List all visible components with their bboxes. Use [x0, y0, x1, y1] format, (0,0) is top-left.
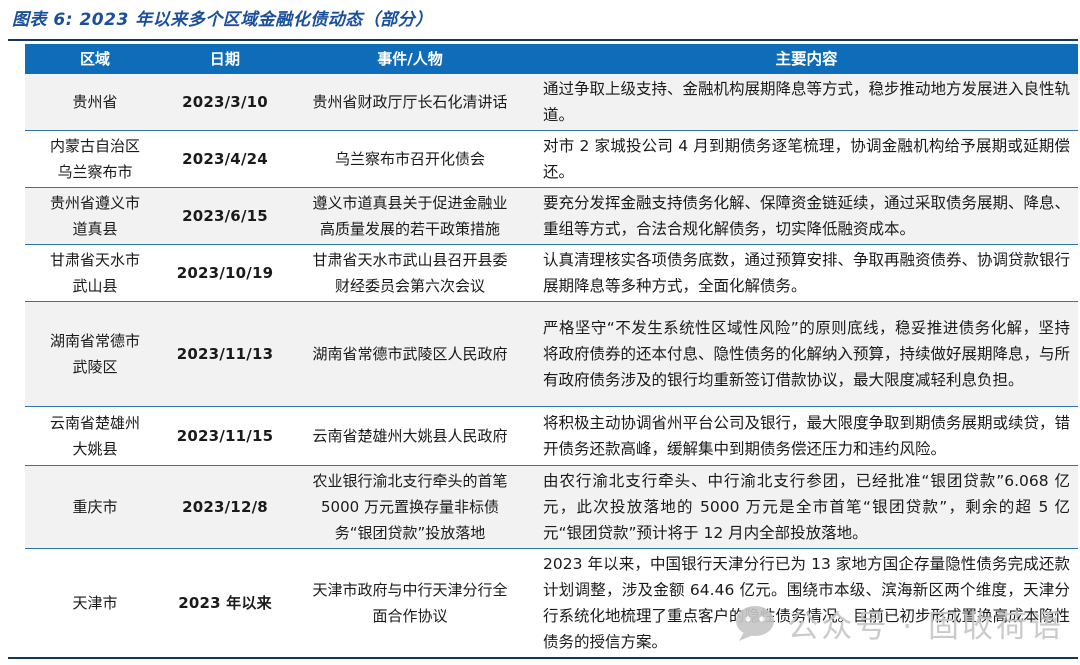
table-row: 贵州省 2023/3/10 贵州省财政厅厅长石化清讲话 通过争取上级支持、金融机…: [25, 74, 1078, 130]
report-figure-page: 图表 6: 2023 年以来多个区域金融化债动态（部分） 区域 日期 事件/人物…: [0, 5, 1080, 665]
region-cell: 天津市: [72, 594, 118, 612]
region-cell: 贵州省遵义市道真县: [49, 194, 140, 238]
table-row: 重庆市 2023/12/8 农业银行渝北支行牵头的首笔 5000 万元置换存量非…: [25, 465, 1078, 548]
region-cell: 云南省楚雄州大姚县: [49, 414, 140, 458]
debt-resolution-table: 区域 日期 事件/人物 主要内容 贵州省 2023/3/10 贵州省财政厅厅长石…: [25, 44, 1078, 657]
header-content: 主要内容: [775, 50, 838, 68]
date-cell: 2023/4/24: [182, 150, 268, 168]
event-cell: 天津市政府与中行天津分行全面合作协议: [312, 581, 508, 625]
date-cell: 2023/11/15: [176, 427, 274, 445]
region-cell: 内蒙古自治区乌兰察布市: [49, 137, 140, 181]
table-row: 甘肃省天水市武山县 2023/10/19 甘肃省天水市武山县召开县委财经委员会第…: [25, 244, 1078, 301]
table-row: 天津市 2023 年以来 天津市政府与中行天津分行全面合作协议 2023 年以来…: [25, 548, 1078, 657]
event-cell: 乌兰察布市召开化债会: [334, 150, 485, 168]
date-cell: 2023/10/19: [176, 264, 274, 282]
figure-title: 图表 6: 2023 年以来多个区域金融化债动态（部分）: [12, 10, 433, 30]
date-cell: 2023/11/13: [176, 345, 274, 363]
content-cell: 对市 2 家城投公司 4 月到期债务逐笔梳理，协调金融机构给予展期或延期偿还。: [543, 137, 1070, 181]
content-cell: 要充分发挥金融支持债务化解、保障资金链延续，通过采取债务展期、降息、重组等方式，…: [543, 194, 1071, 238]
event-cell: 遵义市道真县关于促进金融业高质量发展的若干政策措施: [312, 194, 508, 238]
region-cell: 甘肃省天水市武山县: [49, 251, 140, 295]
header-date: 日期: [209, 50, 241, 68]
event-cell: 农业银行渝北支行牵头的首笔 5000 万元置换存量非标债务“银团贷款”投放落地: [312, 472, 508, 542]
region-cell: 贵州省: [72, 93, 118, 111]
event-cell: 湖南省常德市武陵区人民政府: [312, 345, 508, 363]
date-cell: 2023/3/10: [182, 93, 268, 111]
content-cell: 2023 年以来，中国银行天津分行已为 13 家地方国企存量隐性债务完成还款计划…: [543, 555, 1071, 651]
content-cell: 由农行渝北支行牵头、中行渝北支行参团，已经批准“银团贷款”6.068 亿元，此次…: [543, 472, 1070, 542]
content-cell: 认真清理核实各项债务底数，通过预算安排、争取再融资债券、协调贷款银行展期降息等多…: [543, 251, 1071, 295]
date-cell: 2023/6/15: [182, 207, 268, 225]
table-body: 贵州省 2023/3/10 贵州省财政厅厅长石化清讲话 通过争取上级支持、金融机…: [25, 74, 1078, 657]
date-cell: 2023 年以来: [178, 594, 272, 612]
table-row: 湖南省常德市武陵区 2023/11/13 湖南省常德市武陵区人民政府 严格坚守“…: [25, 301, 1078, 406]
event-cell: 贵州省财政厅厅长石化清讲话: [312, 93, 508, 111]
event-cell: 云南省楚雄州大姚县人民政府: [312, 427, 508, 445]
bottom-rule: [8, 657, 1078, 659]
date-cell: 2023/12/8: [182, 498, 268, 516]
table-row: 贵州省遵义市道真县 2023/6/15 遵义市道真县关于促进金融业高质量发展的若…: [25, 187, 1078, 244]
table-row: 内蒙古自治区乌兰察布市 2023/4/24 乌兰察布市召开化债会 对市 2 家城…: [25, 130, 1078, 187]
top-rule: [8, 39, 1078, 41]
event-cell: 甘肃省天水市武山县召开县委财经委员会第六次会议: [312, 251, 508, 295]
content-cell: 通过争取上级支持、金融机构展期降息等方式，稳步推动地方发展进入良性轨道。: [543, 80, 1071, 124]
header-region: 区域: [79, 50, 110, 68]
content-cell: 严格坚守“不发生系统性区域性风险”的原则底线，稳妥推进债务化解，坚持将政府债券的…: [543, 319, 1071, 389]
table-row: 云南省楚雄州大姚县 2023/11/15 云南省楚雄州大姚县人民政府 将积极主动…: [25, 406, 1078, 465]
region-cell: 重庆市: [72, 498, 118, 516]
content-cell: 将积极主动协调省州平台公司及银行，最大限度争取到期债务展期或续贷，错开债务还款高…: [543, 414, 1071, 458]
region-cell: 湖南省常德市武陵区: [49, 332, 140, 376]
table-header-row: 区域 日期 事件/人物 主要内容: [25, 44, 1078, 74]
header-event: 事件/人物: [377, 50, 443, 68]
